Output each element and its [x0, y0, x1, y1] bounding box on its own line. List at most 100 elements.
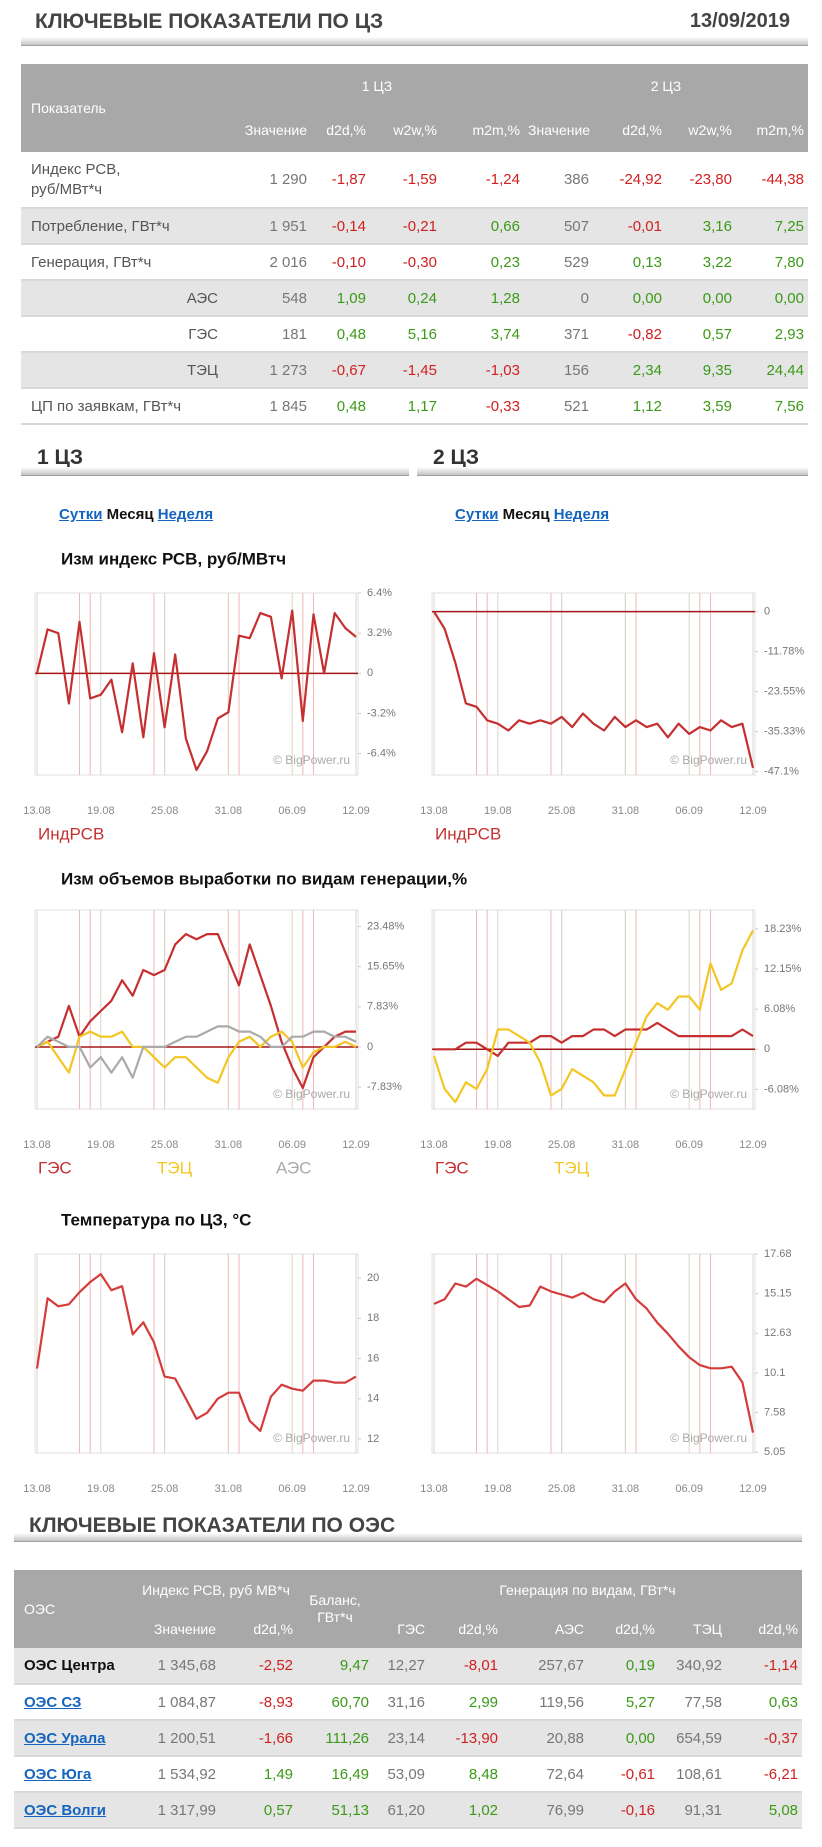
period-link[interactable]: Неделя [553, 506, 610, 523]
cell: -8,01 [429, 1648, 503, 1685]
y-tick-label: -7.83% [367, 1081, 402, 1093]
watermark: © BigPower.ru [670, 1087, 747, 1101]
tab-title: 2 ЦЗ [433, 446, 480, 469]
plot-area [34, 909, 359, 1110]
watermark: © BigPower.ru [670, 753, 747, 767]
series-line [36, 1030, 357, 1084]
row-link[interactable]: ОЭС Урала [14, 1720, 135, 1757]
cell: -0,14 [311, 208, 370, 245]
cell: 0,23 [441, 244, 524, 281]
cell: -0,33 [441, 388, 524, 425]
cell: 0,63 [726, 1684, 803, 1721]
cell: 7,80 [736, 244, 808, 281]
cell: 0,00 [736, 280, 808, 317]
x-tick-label: 31.08 [215, 1483, 243, 1495]
row-label: ОЭС Центра [14, 1648, 135, 1685]
cell: 0,57 [666, 316, 736, 353]
data-row: ОЭС Волги 1 317,99 0,57 51,13 61,20 1,02 76,99… [14, 1792, 803, 1829]
data-row: ОЭС Юга 1 534,92 1,49 16,49 53,09 8,48 72,64 -0… [14, 1756, 803, 1793]
series-line [434, 1021, 754, 1057]
x-tick-label: 31.08 [612, 1139, 640, 1151]
period-link[interactable]: Неделя [157, 506, 214, 523]
cell: 2 016 [230, 244, 311, 281]
cell: 1 534,92 [135, 1756, 220, 1793]
row-link[interactable]: ОЭС Волги [14, 1792, 135, 1829]
period-link[interactable]: Сутки [59, 506, 103, 523]
cell: 5,08 [726, 1792, 803, 1829]
cell: -1,66 [220, 1720, 298, 1757]
data-row: Индекс РСВ, руб/МВт*ч 1 290 -1,87 -1,59 -1,2… [21, 152, 808, 209]
chart-title: Температура по ЦЗ, °C [61, 1210, 251, 1229]
y-tick-label: 7.83% [367, 1001, 398, 1013]
y-tick-label: 18 [367, 1312, 379, 1324]
cell: -24,92 [593, 152, 666, 209]
series-line [35, 1273, 357, 1432]
period-link[interactable]: Сутки [455, 506, 499, 523]
header-cell: m2m,% [736, 108, 808, 152]
cell: -6,21 [726, 1756, 803, 1793]
x-tick-label: 19.08 [87, 1139, 115, 1151]
header-cell: w2w,% [666, 108, 736, 152]
y-tick-label: 5.05 [764, 1446, 785, 1458]
y-tick-label: 3.2% [367, 627, 392, 639]
x-tick-label: 13.08 [420, 805, 448, 817]
cell: 7,25 [736, 208, 808, 245]
plot-area [431, 592, 756, 776]
y-tick-label: 6.08% [764, 1003, 795, 1015]
cell: 507 [524, 208, 593, 245]
header-group: 1 ЦЗ [230, 64, 524, 108]
header-cell: ОЭС [14, 1570, 135, 1648]
x-tick-label: 19.08 [484, 1139, 512, 1151]
x-tick-label: 25.08 [548, 1139, 576, 1151]
x-tick-label: 06.09 [278, 1483, 306, 1495]
plot-area [431, 1253, 756, 1454]
x-tick-label: 31.08 [612, 1483, 640, 1495]
header-cell: Значение [230, 108, 311, 152]
cell: 0,00 [588, 1720, 660, 1757]
header-cell: ТЭЦ [659, 1610, 727, 1648]
row-link[interactable]: ОЭС СЗ [14, 1684, 135, 1721]
series-line [35, 609, 357, 772]
data-row: ОЭС СЗ 1 084,87 -8,93 60,70 31,16 2,99 119,56 5… [14, 1684, 803, 1721]
header-cell: d2d,% [593, 108, 666, 152]
legend-item: ГЭС [435, 1158, 469, 1177]
row-link[interactable]: ОЭС Юга [14, 1756, 135, 1793]
watermark: © BigPower.ru [273, 1431, 350, 1445]
cell: 0 [524, 280, 593, 317]
y-tick-label: 7.58 [764, 1406, 785, 1418]
cell: 340,92 [659, 1648, 727, 1685]
x-tick-label: 19.08 [484, 805, 512, 817]
oes-table: ОЭС Индекс РСВ, руб МВ*ч Баланс, ГВт*ч Гене… [14, 1570, 803, 1829]
series-line [433, 611, 755, 769]
y-tick-label: 0 [764, 1043, 770, 1055]
cell: -0,61 [588, 1756, 660, 1793]
row-label-text: ЦП по заявкам, ГВт*ч [31, 397, 182, 415]
header-row: Показатель 1 ЦЗ 2 ЦЗ [21, 64, 808, 152]
x-tick-label: 13.08 [420, 1139, 448, 1151]
cell: -0,21 [370, 208, 441, 245]
header-cell: d2d,% [726, 1610, 803, 1648]
cell: 1 200,51 [135, 1720, 220, 1757]
y-tick-label: 18.23% [764, 923, 802, 935]
y-tick-label: -23.55% [764, 686, 805, 698]
y-tick-label: 12.15% [764, 963, 802, 975]
cell: 1,49 [220, 1756, 298, 1793]
header-row: Значение d2d,% ГЭС d2d,% АЭС d2d,% ТЭЦ d2d,% [14, 1610, 803, 1648]
cell: 0,48 [311, 388, 370, 425]
cell: -0,67 [311, 352, 370, 389]
cell: 8,48 [429, 1756, 503, 1793]
cell: 1,17 [370, 388, 441, 425]
period-links: Сутки Месяц Неделя [455, 506, 609, 523]
y-tick-label: 16 [367, 1352, 379, 1364]
cell: -23,80 [666, 152, 736, 209]
x-tick-label: 31.08 [215, 805, 243, 817]
header-cell: Баланс, ГВт*ч [297, 1570, 374, 1648]
header-cell: m2m,% [441, 108, 524, 152]
cell: -0,10 [311, 244, 370, 281]
cell: 1 290 [230, 152, 311, 209]
x-tick-label: 12.09 [342, 805, 370, 817]
cell: 257,67 [502, 1648, 589, 1685]
legend-item: ТЭЦ [157, 1158, 193, 1177]
series-line [432, 929, 754, 1104]
cell: 108,61 [659, 1756, 727, 1793]
